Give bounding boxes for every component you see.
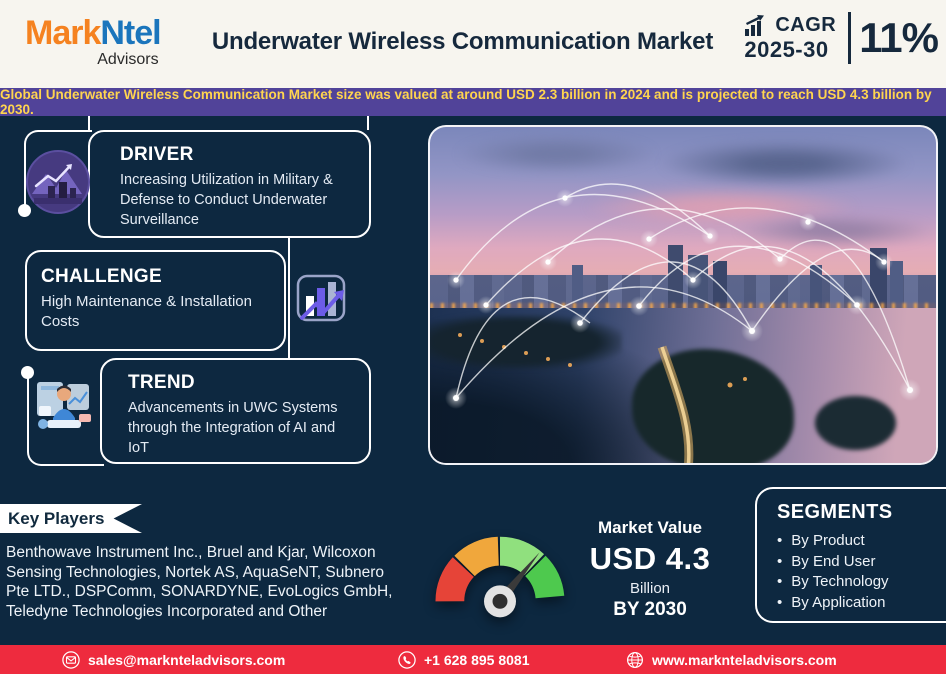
page-title: Underwater Wireless Communication Market bbox=[211, 28, 714, 55]
driver-text: Increasing Utilization in Military & Def… bbox=[120, 172, 333, 228]
footer-website[interactable]: www.marknteladvisors.com bbox=[626, 645, 837, 674]
segment-item: By Product bbox=[777, 531, 946, 552]
market-size-banner: Global Underwater Wireless Communication… bbox=[0, 87, 946, 117]
cagr-badge: CAGR 2025-30 11% bbox=[744, 12, 939, 64]
footer-website-text: www.marknteladvisors.com bbox=[652, 651, 837, 668]
cagr-period: 2025-30 bbox=[744, 36, 829, 62]
divider bbox=[848, 12, 852, 64]
trend-label: TREND bbox=[128, 372, 195, 393]
markntel-logo: MarkNtel Advisors bbox=[25, 14, 162, 68]
tower bbox=[890, 261, 904, 312]
segments-title: SEGMENTS bbox=[777, 501, 893, 523]
segments-box: SEGMENTS By Product By End User By Techn… bbox=[755, 487, 946, 623]
footer-phone[interactable]: +1 628 895 8081 bbox=[398, 645, 530, 674]
growth-chart-icon bbox=[745, 14, 765, 36]
connector-line bbox=[367, 116, 369, 130]
footer-bar: sales@marknteladvisors.com +1 628 895 80… bbox=[0, 645, 946, 674]
network-overlay bbox=[445, 183, 921, 463]
cloud bbox=[455, 133, 658, 175]
cagr-label: CAGR bbox=[775, 13, 837, 36]
segments-list: By Product By End User By Technology By … bbox=[777, 531, 946, 613]
waterfront-lights bbox=[430, 303, 936, 313]
footer-email[interactable]: sales@marknteladvisors.com bbox=[62, 645, 285, 674]
island-small bbox=[814, 395, 896, 450]
market-value-year: BY 2030 bbox=[613, 599, 687, 620]
connector-bracket bbox=[24, 130, 92, 212]
driver-label: DRIVER bbox=[120, 144, 194, 165]
footer-phone-text: +1 628 895 8081 bbox=[424, 651, 530, 668]
ai-iot-analyst-icon bbox=[37, 382, 91, 429]
timeline-dot bbox=[18, 204, 31, 217]
market-size-text: Global Underwater Wireless Communication… bbox=[0, 87, 932, 117]
speedometer-gauge bbox=[435, 536, 565, 618]
globe-icon bbox=[626, 651, 644, 668]
logo-ntel: Ntel bbox=[100, 14, 161, 52]
military-surveillance-icon bbox=[26, 150, 90, 214]
cagr-value: 11% bbox=[859, 14, 939, 61]
key-players-ribbon: Key Players bbox=[0, 504, 142, 533]
cloud bbox=[657, 140, 911, 188]
market-value-block: Market Value USD 4.3 Billion BY 2030 bbox=[565, 518, 735, 621]
logo-mark: Mark bbox=[25, 14, 101, 52]
market-value-unit: Billion bbox=[629, 580, 671, 597]
logo-subtitle: Advisors bbox=[97, 51, 159, 68]
city-network-image bbox=[428, 125, 938, 465]
key-players-title: Key Players bbox=[8, 508, 105, 528]
peninsula bbox=[430, 315, 623, 369]
header: MarkNtel Advisors Underwater Wireless Co… bbox=[0, 0, 946, 88]
phone-icon bbox=[398, 650, 416, 669]
driver-box: DRIVER Increasing Utilization in Militar… bbox=[88, 130, 371, 238]
segment-item: By Application bbox=[777, 593, 946, 614]
tower bbox=[571, 264, 583, 309]
connector-bracket bbox=[27, 372, 104, 466]
bar-graph-arrow-icon bbox=[296, 274, 346, 322]
challenge-label: CHALLENGE bbox=[41, 266, 162, 287]
segment-item: By Technology bbox=[777, 572, 946, 593]
trend-box: TREND Advancements in UWC Systems throug… bbox=[100, 358, 371, 464]
tower bbox=[809, 264, 822, 309]
segment-item: By End User bbox=[777, 552, 946, 573]
market-value-amount: USD 4.3 bbox=[589, 541, 711, 576]
trend-text: Advancements in UWC Systems through the … bbox=[128, 400, 338, 456]
footer-email-text: sales@marknteladvisors.com bbox=[88, 651, 286, 668]
key-players-list: Benthowave Instrument Inc., Bruel and Kj… bbox=[6, 544, 393, 620]
market-value-label: Market Value bbox=[598, 518, 702, 537]
email-icon bbox=[62, 650, 80, 669]
challenge-box: CHALLENGE High Maintenance & Installatio… bbox=[25, 250, 286, 351]
connector-line bbox=[88, 116, 90, 130]
island bbox=[632, 348, 795, 463]
challenge-text: High Maintenance & Installation Costs bbox=[41, 293, 252, 330]
connector-line bbox=[288, 238, 290, 358]
timeline-dot bbox=[21, 366, 34, 379]
